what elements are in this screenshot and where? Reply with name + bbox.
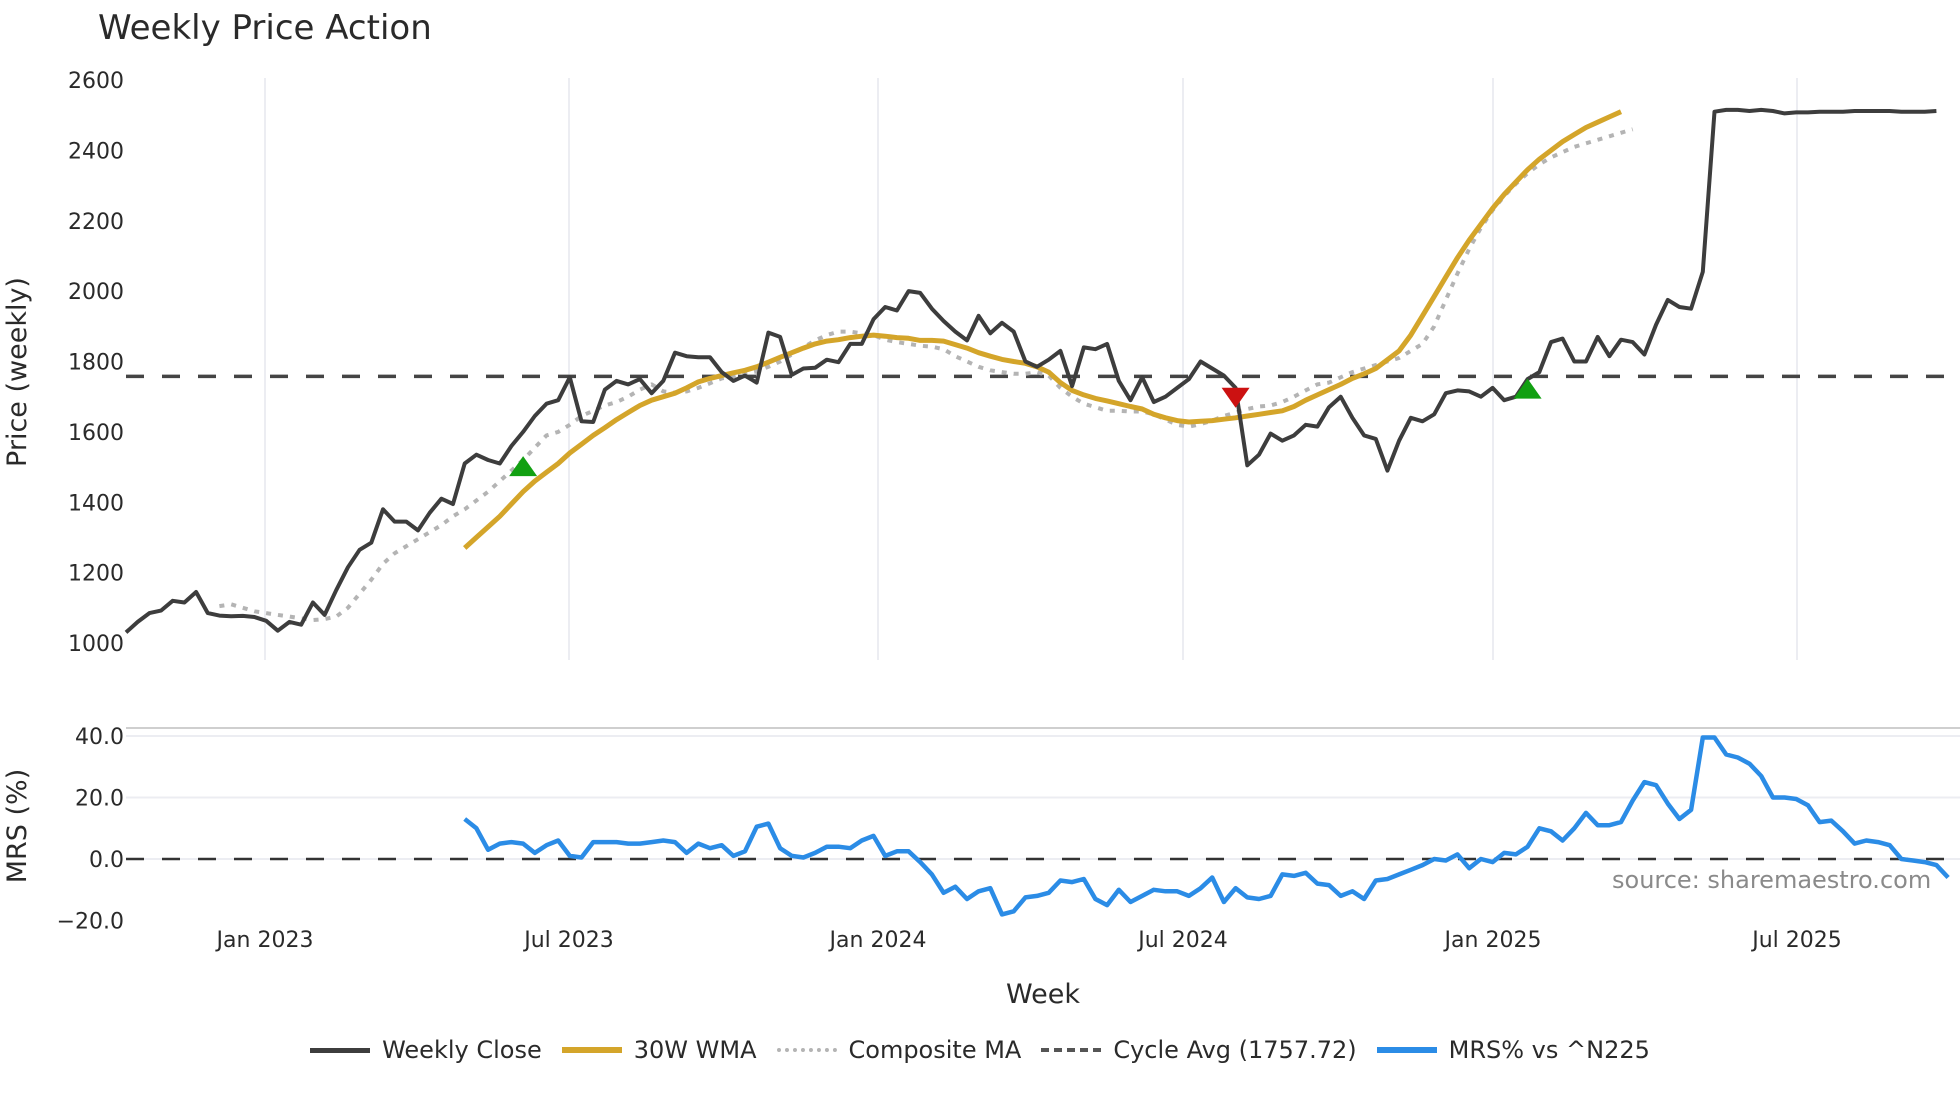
price-y-axis: 1000 1200 1400 1600 1800 2000 2200 2400 2600 bbox=[68, 69, 124, 657]
x-tick: Jan 2023 bbox=[215, 928, 314, 953]
cycle-dashed-line-icon bbox=[1041, 1048, 1102, 1052]
mrs-y-axis: 40.0 20.0 0.0 −20.0 bbox=[57, 725, 124, 935]
legend: Weekly Close 30W WMA Composite MA Cycle … bbox=[0, 1036, 1960, 1064]
legend-label: Weekly Close bbox=[382, 1036, 542, 1064]
x-tick: Jul 2024 bbox=[1136, 928, 1228, 953]
mrs-y-tick: 40.0 bbox=[75, 725, 124, 750]
legend-label: Composite MA bbox=[848, 1036, 1022, 1064]
signal-markers bbox=[509, 378, 1542, 477]
sell-signal-icon bbox=[1221, 387, 1250, 408]
legend-label: MRS% vs ^N225 bbox=[1448, 1036, 1650, 1064]
price-y-tick: 1600 bbox=[68, 421, 124, 446]
wma-line-icon bbox=[561, 1047, 622, 1053]
30w-wma-line bbox=[463, 109, 1623, 550]
legend-item-30w-wma[interactable]: 30W WMA bbox=[561, 1036, 757, 1064]
mrs-y-axis-label: MRS (%) bbox=[2, 769, 33, 884]
price-y-tick: 2400 bbox=[68, 139, 124, 164]
legend-item-cycle-avg[interactable]: Cycle Avg (1757.72) bbox=[1041, 1036, 1357, 1064]
source-annotation: source: sharemaestro.com bbox=[1612, 866, 1932, 894]
mrs-y-tick: 20.0 bbox=[75, 787, 124, 812]
legend-item-mrs[interactable]: MRS% vs ^N225 bbox=[1376, 1036, 1650, 1064]
x-tick: Jul 2023 bbox=[522, 928, 614, 953]
weekly-close-line bbox=[124, 107, 1937, 634]
price-grid bbox=[264, 78, 1798, 660]
mrs-y-tick: −20.0 bbox=[57, 910, 124, 935]
legend-item-composite-ma[interactable]: Composite MA bbox=[776, 1036, 1022, 1064]
mrs-y-tick: 0.0 bbox=[89, 848, 124, 873]
mrs-grid bbox=[126, 727, 1960, 860]
x-tick: Jan 2025 bbox=[1443, 928, 1542, 953]
price-y-axis-label: Price (weekly) bbox=[2, 277, 33, 467]
series-layer bbox=[124, 107, 1960, 917]
price-y-tick: 1400 bbox=[68, 491, 124, 516]
legend-item-weekly-close[interactable]: Weekly Close bbox=[310, 1036, 542, 1064]
mrs-line bbox=[463, 735, 1950, 917]
price-y-tick: 2000 bbox=[68, 280, 124, 305]
buy-signal-icon bbox=[509, 456, 538, 477]
legend-label: Cycle Avg (1757.72) bbox=[1113, 1036, 1357, 1064]
composite-ma-line bbox=[219, 127, 1634, 623]
x-axis: Jan 2023 Jul 2023 Jan 2024 Jul 2024 Jan 2025… bbox=[215, 928, 1842, 953]
x-tick: Jan 2024 bbox=[828, 928, 927, 953]
price-y-tick: 2200 bbox=[68, 210, 124, 235]
x-axis-label: Week bbox=[1006, 979, 1080, 1010]
weekly-close-line-icon bbox=[310, 1047, 371, 1053]
x-tick: Jul 2025 bbox=[1750, 928, 1842, 953]
composite-dotted-line-icon bbox=[776, 1048, 837, 1052]
price-y-tick: 1200 bbox=[68, 562, 124, 587]
price-y-tick: 2600 bbox=[68, 69, 124, 94]
chart-title: Weekly Price Action bbox=[98, 8, 432, 48]
price-y-tick: 1000 bbox=[68, 632, 124, 657]
legend-label: 30W WMA bbox=[633, 1036, 757, 1064]
buy-signal-icon bbox=[1513, 378, 1542, 399]
mrs-line-icon bbox=[1376, 1047, 1437, 1053]
price-y-tick: 1800 bbox=[68, 351, 124, 376]
